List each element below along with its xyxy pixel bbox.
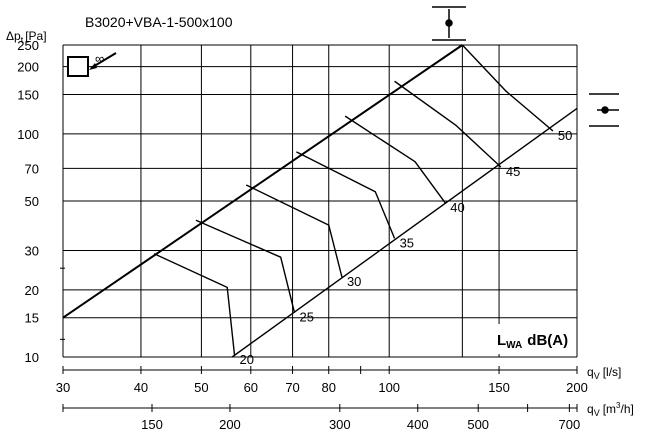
y-tick-labels: 10 15 20 30 50 70 100 150 200 250 — [17, 38, 39, 365]
y-tick-label: 20 — [25, 283, 39, 298]
horizontal-limit-marker-icon — [589, 93, 619, 127]
x-tick-label-ls: 60 — [244, 380, 258, 395]
sound-curve-label-30: 30 — [347, 274, 361, 289]
x-tick-label-m3h: 500 — [467, 417, 489, 432]
x-tick-label-m3h: 300 — [329, 417, 351, 432]
x-tick-label-ls: 150 — [488, 380, 510, 395]
x-axis-label-m3h: qV [m3/h] — [587, 401, 634, 418]
chart-title: B3020+VBA-1-500x100 — [85, 14, 233, 30]
upper-limit-line — [62, 44, 463, 319]
lwa-label: LWA dB(A) — [497, 332, 568, 351]
y-tick-label: 10 — [25, 350, 39, 365]
y-tick-label: 50 — [25, 194, 39, 209]
x-tick-label-ls: 100 — [378, 380, 400, 395]
sound-curve-label-35: 35 — [400, 235, 414, 250]
lwa-label-background — [491, 324, 575, 354]
sound-curve-label-25: 25 — [299, 310, 313, 325]
x-tick-label-m3h: 150 — [141, 417, 163, 432]
sound-curve-35 — [296, 151, 396, 239]
x-tick-label-ls: 50 — [194, 380, 208, 395]
x-tick-label-ls: 200 — [566, 380, 588, 395]
x-tick-label-ls: 30 — [56, 380, 70, 395]
sound-curve-20 — [153, 253, 236, 356]
x-axis-label-ls: qV [l/s] — [587, 365, 621, 381]
sound-curve-50 — [461, 44, 554, 132]
y-tick-label: 30 — [25, 244, 39, 259]
x-tick-labels-ls: 30 40 50 60 70 80 100 150 200 — [56, 366, 588, 395]
x-tick-label-ls: 70 — [285, 380, 299, 395]
sound-curve-25 — [195, 219, 296, 313]
x-tick-label-ls: 40 — [134, 380, 148, 395]
vertical-limit-marker-icon — [432, 6, 466, 41]
sound-curve-40 — [344, 115, 446, 204]
y-tick-label: 70 — [25, 161, 39, 176]
x-tick-label-ls: 80 — [322, 380, 336, 395]
sound-curve-45 — [394, 80, 502, 168]
sound-curve-label-45: 45 — [506, 164, 520, 179]
diffuser-outlet-icon: ∞ — [67, 51, 117, 77]
sound-curve-label-20: 20 — [240, 352, 254, 367]
y-tick-label: 150 — [17, 88, 39, 103]
x-tick-label-m3h: 200 — [219, 417, 241, 432]
y-tick-label: 250 — [17, 38, 39, 53]
y-tick-label: 200 — [17, 60, 39, 75]
y-tick-label: 15 — [25, 311, 39, 326]
y-tick-label: 100 — [17, 127, 39, 142]
sound-curves: 20 25 30 35 40 45 50 — [62, 44, 578, 367]
sound-curve-label-40: 40 — [450, 200, 464, 215]
x-tick-label-m3h: 400 — [407, 417, 429, 432]
sound-curve-label-50: 50 — [558, 128, 572, 143]
grid-lines — [60, 44, 578, 358]
sound-curve-30 — [245, 184, 343, 278]
y-axis-label: Δpt [Pa] — [6, 29, 47, 45]
infinity-symbol: ∞ — [95, 51, 104, 66]
x-tick-labels-m3h: 150 200 300 400 500 700 — [62, 404, 581, 432]
x-tick-label-m3h: 700 — [559, 417, 581, 432]
lower-limit-line — [231, 107, 578, 358]
